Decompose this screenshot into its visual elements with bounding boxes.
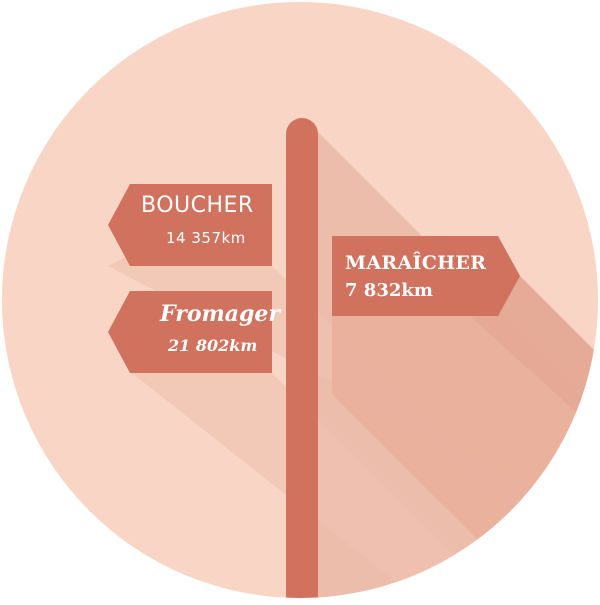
fromager-distance: 21 802km	[168, 336, 258, 355]
maraicher-label: MARAÎCHER	[345, 252, 487, 274]
boucher-sign-board	[108, 184, 272, 266]
maraicher-distance: 7 832km	[345, 280, 433, 301]
signpost-pole	[286, 118, 318, 598]
maraicher-sign-board	[332, 236, 520, 316]
boucher-label: BOUCHER	[141, 193, 254, 218]
boucher-distance: 14 357km	[166, 229, 246, 247]
fromager-sign-board	[108, 291, 272, 373]
fromager-label: Fromager	[160, 301, 281, 327]
